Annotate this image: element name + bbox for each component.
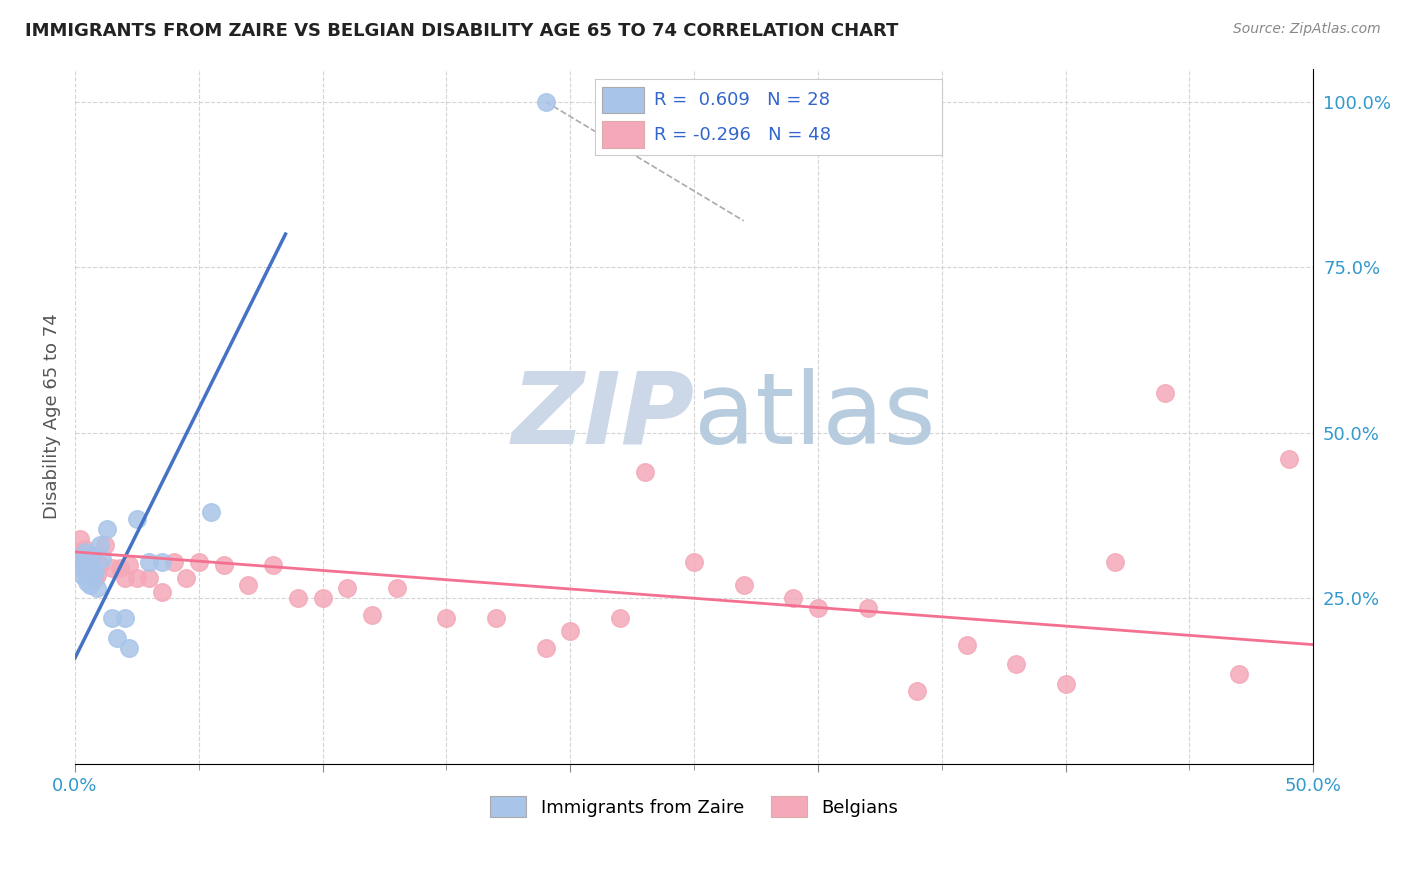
Point (73, 541, 96, 556)
Point (905, 684, 928, 698)
Point (73, 545, 96, 559)
Point (101, 611, 124, 625)
Point (66, 555, 89, 569)
Point (114, 571, 136, 585)
Text: IMMIGRANTS FROM ZAIRE VS BELGIAN DISABILITY AGE 65 TO 74 CORRELATION CHART: IMMIGRANTS FROM ZAIRE VS BELGIAN DISABIL… (25, 22, 898, 40)
Point (89, 538, 111, 552)
Point (150, 584, 173, 599)
Point (96, 522, 118, 536)
Point (609, 611, 631, 625)
Point (138, 555, 160, 569)
Point (93, 538, 115, 552)
Point (76, 555, 98, 569)
Point (176, 571, 198, 585)
Point (287, 591, 309, 606)
Point (311, 591, 333, 606)
Point (69, 551, 91, 566)
Point (69, 561, 91, 575)
Point (238, 578, 260, 592)
Point (534, 95, 557, 109)
Point (73, 558, 96, 573)
Point (1005, 657, 1028, 672)
Point (733, 578, 755, 592)
Text: Source: ZipAtlas.com: Source: ZipAtlas.com (1233, 22, 1381, 37)
Point (91, 551, 114, 566)
Point (1153, 386, 1175, 401)
Text: ZIP: ZIP (512, 368, 695, 465)
Point (83, 565, 105, 579)
Point (262, 558, 284, 573)
Point (856, 601, 879, 615)
Point (76, 574, 98, 589)
Point (150, 555, 173, 569)
Point (66, 545, 89, 559)
Point (436, 611, 458, 625)
Point (101, 561, 124, 575)
Point (212, 558, 235, 573)
Point (336, 582, 359, 596)
Point (86, 582, 108, 596)
Point (82, 561, 104, 575)
Point (385, 582, 408, 596)
Point (82, 548, 104, 562)
Point (72, 558, 94, 573)
Point (79, 548, 101, 562)
Point (118, 640, 141, 655)
Point (79, 578, 101, 592)
Point (187, 555, 209, 569)
Point (72, 568, 94, 582)
Point (69, 532, 91, 546)
Point (807, 601, 830, 615)
Legend: Immigrants from Zaire, Belgians: Immigrants from Zaire, Belgians (482, 789, 905, 824)
Point (82, 568, 104, 582)
Point (105, 631, 128, 645)
Point (89, 558, 111, 573)
Point (86, 568, 108, 582)
Point (534, 640, 557, 655)
Point (361, 607, 384, 622)
Point (1277, 452, 1299, 467)
Point (633, 466, 655, 480)
Point (118, 558, 141, 573)
Point (163, 555, 186, 569)
Point (138, 571, 160, 585)
Point (560, 624, 582, 639)
Point (1054, 677, 1077, 691)
Point (83, 571, 105, 585)
Point (125, 571, 148, 585)
Point (76, 561, 98, 575)
Text: atlas: atlas (695, 368, 936, 465)
Point (79, 551, 101, 566)
Point (76, 568, 98, 582)
Point (683, 555, 706, 569)
Point (72, 555, 94, 569)
Point (1227, 667, 1250, 681)
Point (955, 638, 977, 652)
Point (1104, 555, 1126, 569)
Y-axis label: Disability Age 65 to 74: Disability Age 65 to 74 (44, 313, 60, 519)
Point (200, 505, 222, 519)
Point (114, 611, 136, 625)
Point (485, 611, 508, 625)
Point (782, 591, 804, 606)
Point (108, 561, 131, 575)
Point (125, 512, 148, 526)
